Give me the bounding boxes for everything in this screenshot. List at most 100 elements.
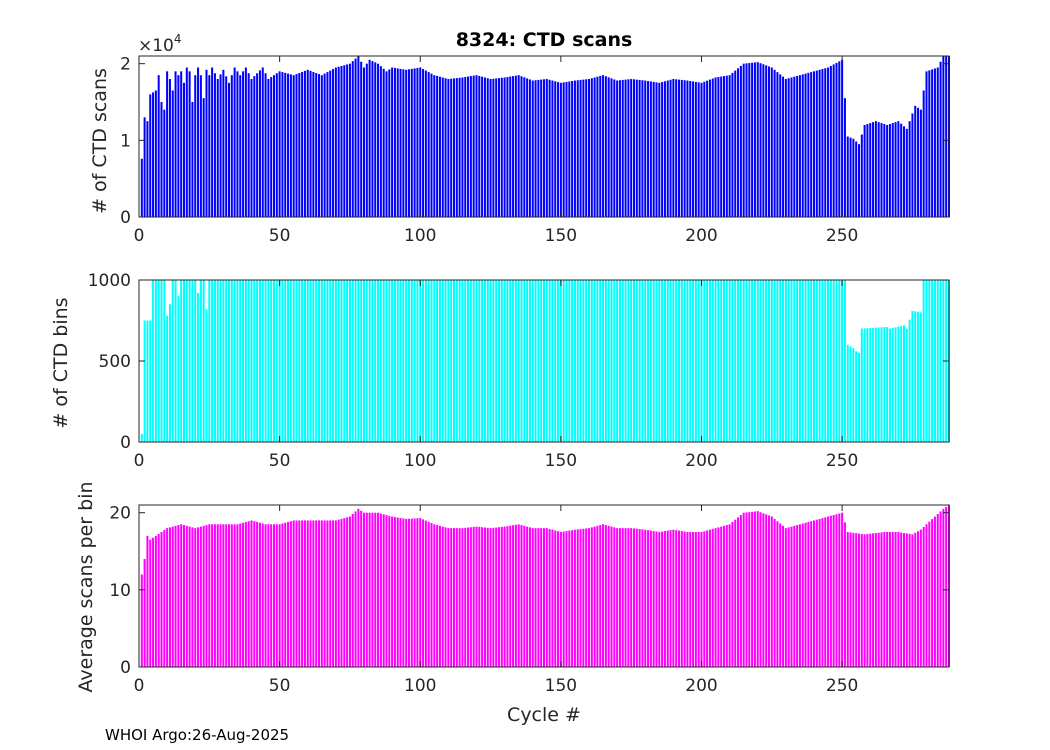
bar-cycle-55 bbox=[292, 75, 295, 217]
bar-cycle-244 bbox=[824, 517, 827, 667]
bar-cycle-282 bbox=[931, 519, 934, 667]
bar-cycle-169 bbox=[613, 280, 616, 442]
bar-cycle-89 bbox=[388, 280, 391, 442]
bar-cycle-194 bbox=[683, 531, 686, 667]
bar-cycle-32 bbox=[227, 280, 231, 442]
bar-cycle-225 bbox=[770, 280, 773, 442]
bar-cycle-123 bbox=[483, 280, 486, 442]
bar-cycle-53 bbox=[287, 280, 290, 442]
bar-cycle-277 bbox=[917, 311, 920, 442]
bar-cycle-224 bbox=[767, 66, 771, 218]
bar-cycle-196 bbox=[689, 280, 692, 442]
bar-cycle-238 bbox=[807, 521, 810, 667]
bar-cycle-197 bbox=[692, 81, 695, 217]
bar-cycle-34 bbox=[233, 280, 236, 442]
bar-cycle-177 bbox=[635, 280, 638, 442]
bar-cycle-25 bbox=[208, 524, 211, 667]
chart-title: 8324: CTD scans bbox=[456, 29, 633, 51]
bar-cycle-157 bbox=[579, 79, 582, 217]
bar-cycle-122 bbox=[481, 76, 484, 217]
bar-cycle-284 bbox=[936, 280, 939, 442]
bar-cycle-97 bbox=[410, 68, 413, 217]
bar-cycle-260 bbox=[869, 328, 872, 442]
bar-cycle-11 bbox=[168, 527, 171, 667]
bar-cycle-225 bbox=[770, 516, 773, 667]
bar-cycle-41 bbox=[253, 521, 256, 667]
bar-cycle-109 bbox=[444, 280, 447, 442]
bar-cycle-242 bbox=[818, 280, 821, 442]
bar-cycle-181 bbox=[647, 530, 650, 667]
bar-cycle-220 bbox=[756, 511, 759, 667]
bar-cycle-60 bbox=[306, 520, 309, 667]
y-tick-label: 1000 bbox=[88, 271, 131, 291]
x-tick-label: 100 bbox=[404, 676, 436, 696]
bar-cycle-128 bbox=[497, 78, 501, 217]
bar-cycle-207 bbox=[720, 526, 723, 667]
bar-cycle-90 bbox=[391, 280, 394, 442]
bar-cycle-83 bbox=[371, 61, 374, 217]
bar-cycle-35 bbox=[236, 280, 239, 442]
bar-cycle-20 bbox=[194, 280, 197, 442]
bar-cycle-215 bbox=[742, 512, 745, 667]
bar-cycle-29 bbox=[219, 74, 222, 218]
bar-cycle-122 bbox=[481, 527, 484, 667]
bar-cycle-82 bbox=[368, 280, 371, 442]
bar-cycle-191 bbox=[675, 79, 678, 217]
bar-cycle-261 bbox=[872, 533, 875, 667]
bar-cycle-214 bbox=[739, 280, 742, 442]
bar-cycle-184 bbox=[655, 280, 658, 442]
bar-cycle-72 bbox=[340, 280, 343, 442]
bar-cycle-168 bbox=[610, 280, 613, 442]
bar-cycle-7 bbox=[157, 533, 160, 667]
bar-cycle-6 bbox=[154, 280, 157, 442]
bar-cycle-226 bbox=[773, 280, 776, 442]
bar-cycle-210 bbox=[728, 524, 731, 667]
bar-cycle-223 bbox=[765, 65, 768, 217]
bar-cycle-253 bbox=[849, 346, 852, 442]
bar-cycle-187 bbox=[663, 81, 666, 217]
bar-cycle-66 bbox=[323, 520, 326, 667]
bar-cycle-203 bbox=[708, 280, 711, 442]
bar-cycle-209 bbox=[725, 525, 728, 667]
bar-cycle-96 bbox=[407, 280, 411, 442]
bar-cycle-159 bbox=[585, 280, 588, 442]
bar-cycle-118 bbox=[469, 527, 472, 667]
bar-cycle-3 bbox=[146, 121, 149, 217]
bar-cycle-206 bbox=[717, 527, 720, 667]
bar-cycle-25 bbox=[208, 280, 211, 442]
bar-cycle-69 bbox=[332, 520, 335, 667]
bar-cycle-241 bbox=[815, 519, 818, 667]
bar-cycle-22 bbox=[199, 280, 202, 442]
bar-cycle-93 bbox=[399, 68, 402, 217]
bar-cycle-28 bbox=[216, 79, 219, 217]
bar-cycle-198 bbox=[694, 280, 697, 442]
bar-cycle-224 bbox=[767, 280, 771, 442]
bar-cycle-46 bbox=[267, 524, 270, 667]
bar-cycle-73 bbox=[343, 518, 346, 667]
bar-cycle-253 bbox=[849, 137, 852, 217]
bar-cycle-234 bbox=[796, 525, 799, 667]
bar-cycle-142 bbox=[537, 79, 540, 217]
y-tick-label: 1 bbox=[120, 131, 131, 151]
bar-cycle-67 bbox=[326, 280, 329, 442]
bar-cycle-79 bbox=[360, 280, 363, 442]
bar-cycle-17 bbox=[185, 67, 188, 217]
bar-cycle-142 bbox=[537, 528, 540, 667]
bar-cycle-265 bbox=[883, 327, 886, 442]
bar-cycle-202 bbox=[706, 530, 709, 667]
bar-cycle-9 bbox=[163, 530, 166, 667]
bar-cycle-269 bbox=[894, 122, 897, 218]
bar-cycle-94 bbox=[402, 69, 405, 217]
bar-cycle-80 bbox=[362, 512, 366, 667]
x-tick-label: 100 bbox=[404, 226, 436, 246]
bar-cycle-48 bbox=[272, 280, 276, 442]
bar-cycle-173 bbox=[624, 280, 627, 442]
bar-cycle-57 bbox=[298, 73, 301, 218]
bar-cycle-158 bbox=[582, 79, 585, 217]
bar-cycle-159 bbox=[585, 79, 588, 217]
bar-cycle-149 bbox=[557, 531, 560, 667]
bar-cycle-8 bbox=[160, 102, 163, 217]
bar-cycle-248 bbox=[835, 62, 838, 218]
bar-cycle-49 bbox=[275, 524, 278, 667]
bar-cycle-17 bbox=[185, 280, 188, 442]
